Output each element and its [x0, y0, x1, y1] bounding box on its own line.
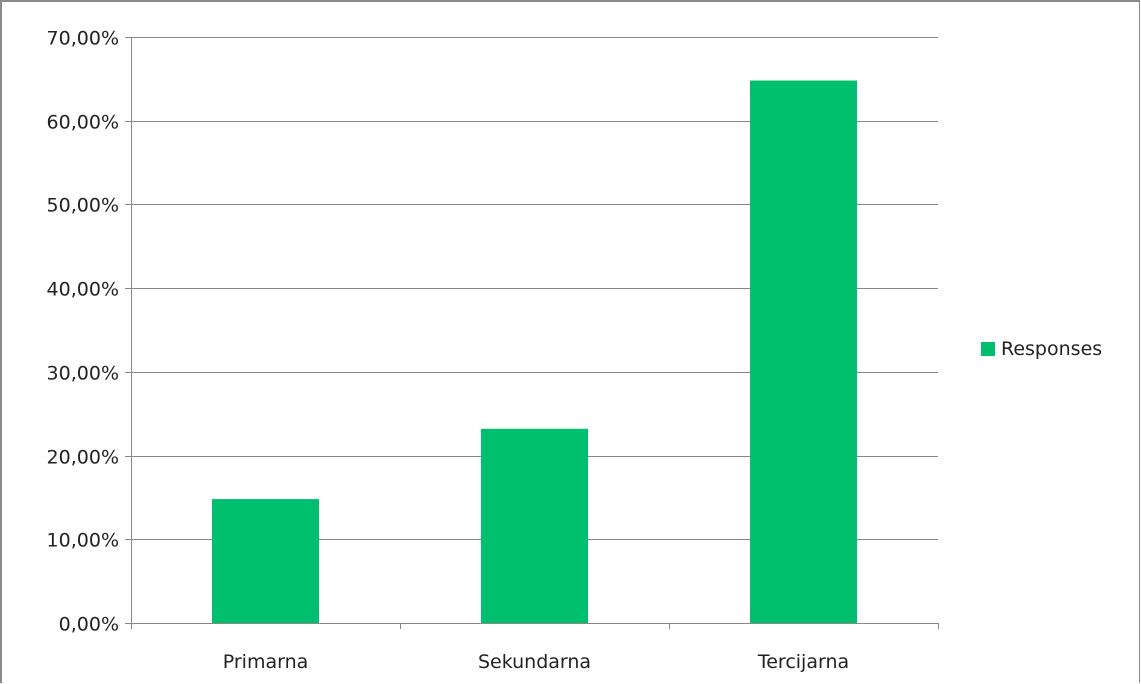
y-tick-label: 60,00%	[47, 112, 119, 134]
legend: Responses	[981, 338, 1102, 360]
x-tick-label: Tercijarna	[757, 651, 849, 673]
legend-label-responses: Responses	[1001, 338, 1103, 360]
y-tick-label: 50,00%	[47, 195, 119, 217]
x-tick-label: Sekundarna	[478, 651, 591, 673]
bar-sekundarna	[481, 428, 588, 623]
x-tick-label: Primarna	[223, 651, 309, 673]
y-tick-label: 0,00%	[59, 614, 119, 636]
legend-swatch-responses	[981, 342, 995, 356]
y-tick-label: 40,00%	[47, 279, 119, 301]
bar-tercijarna	[750, 80, 857, 623]
bar-primarna	[212, 499, 319, 623]
y-tick-label: 30,00%	[47, 363, 119, 385]
bars	[212, 80, 857, 623]
y-tick-label: 20,00%	[47, 447, 119, 469]
tick-labels: 0,00% 10,00% 20,00% 30,00% 40,00% 50,00% 60,00…	[47, 28, 850, 674]
axes	[125, 37, 939, 629]
y-tick-label: 10,00%	[47, 530, 119, 552]
y-tick-label: 70,00%	[47, 28, 119, 50]
